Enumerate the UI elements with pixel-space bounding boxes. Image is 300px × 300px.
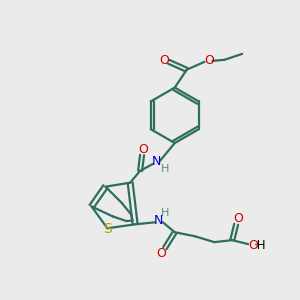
Text: H: H [161,208,169,218]
Text: O: O [233,212,243,225]
Text: ·H: ·H [254,238,266,252]
Text: O: O [159,54,169,67]
Text: N: N [154,214,164,227]
Text: O: O [156,247,166,260]
Text: H: H [161,164,169,174]
Text: O: O [205,54,214,67]
Text: O: O [248,238,258,252]
Text: N: N [151,155,160,168]
Text: O: O [138,142,148,155]
Text: S: S [103,222,112,236]
